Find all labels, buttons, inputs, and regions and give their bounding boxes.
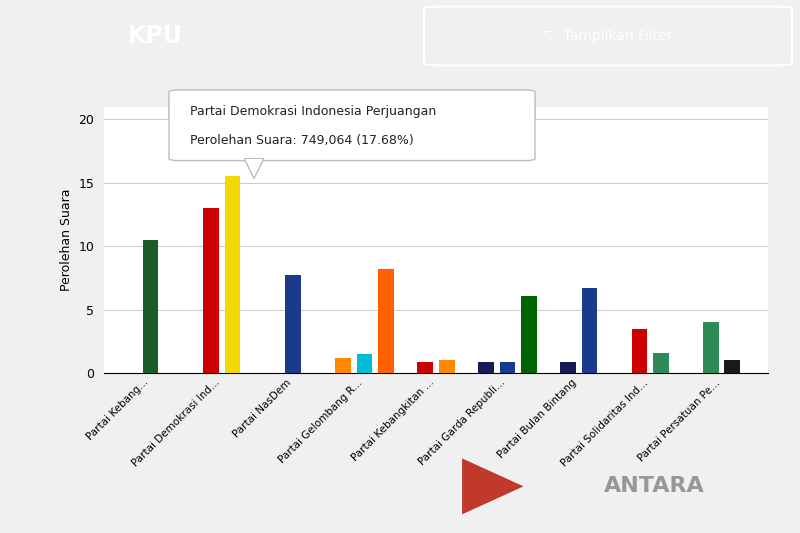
Bar bbox=[225, 176, 240, 373]
Text: Partai Demokrasi Indonesia Perjuangan: Partai Demokrasi Indonesia Perjuangan bbox=[190, 105, 436, 118]
Polygon shape bbox=[244, 158, 264, 179]
Bar bbox=[357, 354, 373, 373]
Bar bbox=[725, 360, 740, 373]
Text: ▽  Tampilkan Filter: ▽ Tampilkan Filter bbox=[544, 29, 672, 43]
Bar bbox=[582, 288, 598, 373]
Bar bbox=[560, 362, 576, 373]
Bar bbox=[439, 360, 454, 373]
Bar bbox=[521, 296, 537, 373]
Bar bbox=[703, 322, 718, 373]
Bar bbox=[632, 329, 647, 373]
Polygon shape bbox=[462, 458, 523, 514]
Bar bbox=[378, 269, 394, 373]
Bar bbox=[478, 362, 494, 373]
Bar bbox=[335, 358, 351, 373]
Bar bbox=[203, 208, 219, 373]
Bar bbox=[418, 362, 433, 373]
Bar bbox=[286, 276, 301, 373]
Bar bbox=[653, 353, 669, 373]
Y-axis label: Perolehan Suara: Perolehan Suara bbox=[60, 189, 73, 291]
Text: Perolehan Suara: 749,064 (17.68%): Perolehan Suara: 749,064 (17.68%) bbox=[190, 134, 414, 147]
Bar bbox=[499, 362, 515, 373]
Text: ANTARA: ANTARA bbox=[604, 477, 705, 496]
Text: KPU: KPU bbox=[128, 24, 183, 48]
FancyBboxPatch shape bbox=[169, 90, 535, 160]
Bar bbox=[142, 240, 158, 373]
